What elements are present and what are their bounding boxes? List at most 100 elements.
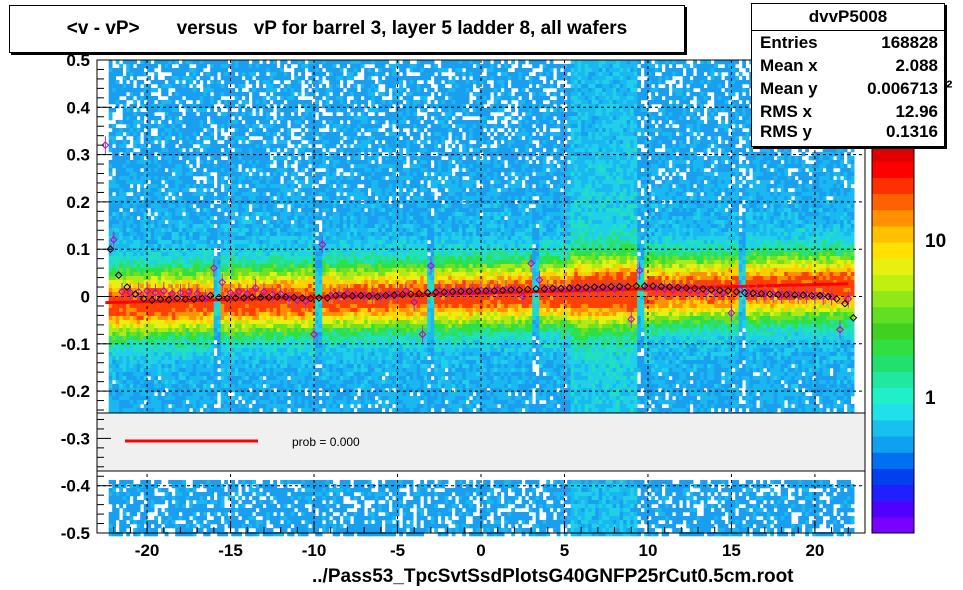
heatmap-cell [241,352,246,357]
heatmap-cell [129,312,134,317]
heatmap-cell [238,372,242,377]
heatmap-cell [189,272,193,277]
heatmap-cell [255,232,260,237]
heatmap-cell [231,380,235,385]
heatmap-cell [182,140,186,145]
heatmap-cell [203,372,207,377]
heatmap-cell [185,68,190,73]
heatmap-cell [115,156,120,161]
heatmap-cell [213,312,218,317]
heatmap-cell [210,232,214,237]
heatmap-cell [238,148,242,153]
heatmap-cell [290,252,295,257]
heatmap-cell [119,312,123,317]
heatmap-cell [108,324,113,329]
heatmap-cell [259,140,263,145]
heatmap-cell [280,172,284,177]
heatmap-cell [136,180,141,185]
heatmap-cell [255,268,260,273]
heatmap-cell [157,400,162,405]
heatmap-cell [189,372,193,377]
heatmap-cell [203,96,207,101]
heatmap-cell [255,244,260,249]
heatmap-cell [182,272,186,277]
heatmap-cell [136,372,141,377]
heatmap-cell [129,328,134,333]
heatmap-cell [255,124,260,129]
heatmap-cell [161,368,165,373]
heatmap-cell [199,316,204,321]
heatmap-cell [210,324,214,329]
heatmap-cell [182,380,186,385]
heatmap-cell [108,520,113,525]
heatmap-cell [189,112,193,117]
heatmap-cell [290,208,295,213]
heatmap-cell [210,272,214,277]
heatmap-cell [171,288,176,293]
heatmap-cell [161,88,165,93]
heatmap-cell [266,276,270,281]
heatmap-cell [150,384,155,389]
heatmap-cell [122,520,127,525]
heatmap-cell [238,480,242,485]
heatmap-cell [287,172,291,177]
heatmap-cell [203,344,207,349]
heatmap-cell [206,220,211,225]
heatmap-cell [210,220,214,225]
heatmap-cell [234,76,239,81]
heatmap-cell [136,508,141,513]
heatmap-cell [122,528,127,533]
heatmap-cell [196,348,200,353]
heatmap-cell [241,252,246,257]
heatmap-cell [168,392,172,397]
heatmap-cell [234,344,239,349]
heatmap-cell [220,488,225,493]
heatmap-cell [241,92,246,97]
heatmap-cell [227,360,232,365]
heatmap-cell [210,68,214,73]
heatmap-cell [210,304,214,309]
heatmap-cell [147,60,151,65]
heatmap-cell [154,88,158,93]
heatmap-cell [283,168,288,173]
heatmap-cell [224,280,228,285]
heatmap-cell [157,396,162,401]
heatmap-cell [259,348,263,353]
heatmap-cell [203,220,207,225]
heatmap-cell [168,272,172,277]
heatmap-cell [108,188,113,193]
heatmap-cell [147,136,151,141]
heatmap-cell [178,328,183,333]
heatmap-cell [241,224,246,229]
heatmap-cell [262,176,267,181]
heatmap-cell [210,348,214,353]
heatmap-cell [164,232,169,237]
heatmap-cell [241,332,246,337]
heatmap-cell [283,132,288,137]
heatmap-cell [108,144,113,149]
heatmap-cell [248,72,253,77]
heatmap-cell [234,80,239,85]
heatmap-cell [122,160,127,165]
heatmap-cell [171,60,176,65]
heatmap-cell [108,108,113,113]
heatmap-cell [171,72,176,77]
heatmap-cell [143,392,148,397]
heatmap-cell [129,268,134,273]
heatmap-cell [206,100,211,105]
heatmap-cell [112,100,116,105]
heatmap-cell [276,380,281,385]
heatmap-cell [262,232,267,237]
heatmap-cell [192,324,197,329]
heatmap-cell [150,204,155,209]
heatmap-cell [297,76,302,81]
heatmap-cell [252,308,256,313]
heatmap-cell [290,204,295,209]
heatmap-cell [189,168,193,173]
heatmap-cell [287,524,291,529]
heatmap-cell [171,168,176,173]
heatmap-cell [112,216,116,221]
heatmap-cell [234,488,239,493]
heatmap-cell [245,244,249,249]
heatmap-cell [238,228,242,233]
